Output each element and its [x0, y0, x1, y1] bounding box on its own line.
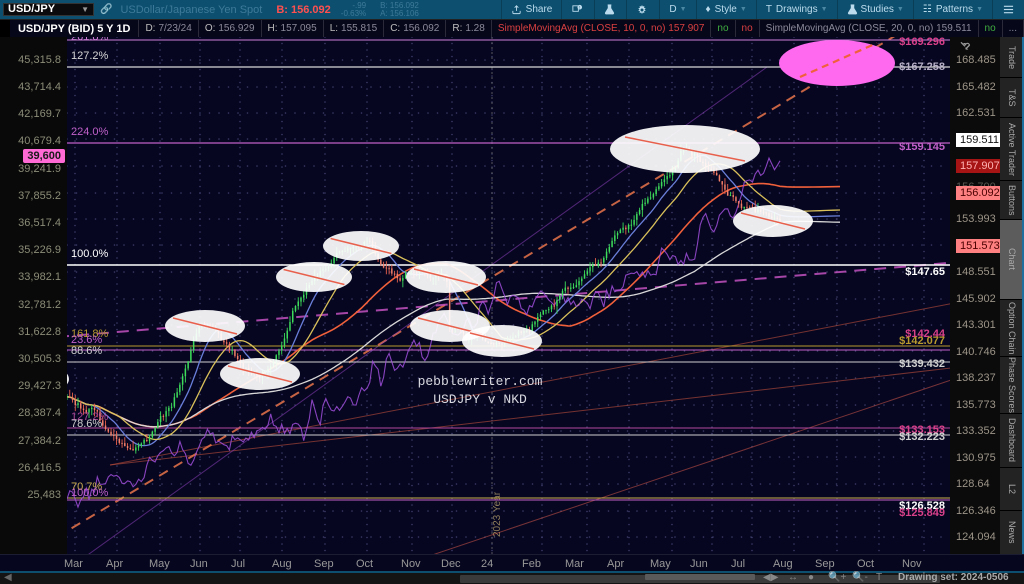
svg-text:88.6%: 88.6% — [71, 345, 102, 357]
svg-text:$169.296: $169.296 — [899, 37, 945, 48]
svg-text:$142.077: $142.077 — [899, 335, 945, 347]
svg-text:224.0%: 224.0% — [71, 126, 109, 138]
svg-text:$139.432: $139.432 — [899, 358, 945, 370]
svg-text:$125.849: $125.849 — [899, 507, 945, 519]
svg-text:100.0%: 100.0% — [71, 487, 109, 499]
svg-text:USDJPY v NKD: USDJPY v NKD — [433, 392, 527, 407]
svg-text:pebblewriter.com: pebblewriter.com — [418, 374, 543, 389]
svg-text:$159.145: $159.145 — [899, 141, 945, 153]
svg-text:$147.65: $147.65 — [905, 266, 945, 278]
svg-text:$167.258: $167.258 — [899, 61, 945, 73]
svg-text:$132.223: $132.223 — [899, 431, 945, 443]
svg-text:!: ! — [580, 6, 581, 10]
svg-text:78.6%: 78.6% — [71, 418, 102, 430]
svg-text:261.8%: 261.8% — [71, 37, 109, 43]
svg-text:127.2%: 127.2% — [71, 50, 109, 62]
svg-text:100.0%: 100.0% — [71, 248, 109, 260]
